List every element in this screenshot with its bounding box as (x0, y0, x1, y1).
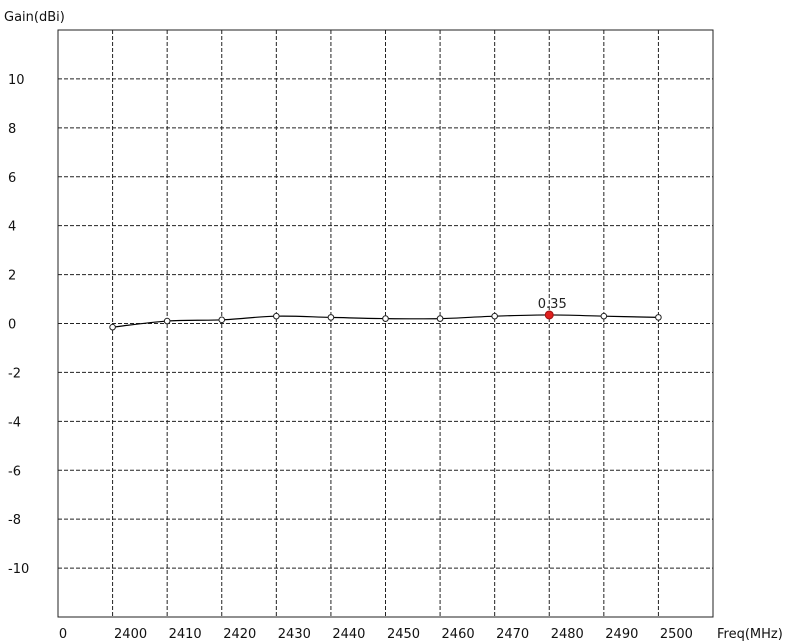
data-point (327, 314, 335, 321)
y-tick-label: -2 (8, 366, 21, 381)
x-tick-label: 2470 (496, 627, 529, 642)
highlight-value-label: 0.35 (538, 297, 567, 312)
x-tick-labels: 2400 2410 2420 2430 2440 2450 2460 2470 2480 2490… (114, 627, 693, 642)
x-tick-label: 2420 (223, 627, 256, 642)
x-tick-label: 2400 (114, 627, 147, 642)
y-tick-label: 0 (8, 318, 16, 333)
grid (58, 30, 713, 617)
y-axis-title: Gain(dBi) (4, 10, 65, 25)
y-tick-label: 2 (8, 269, 16, 284)
y-tick-label: 10 (8, 73, 25, 88)
x-tick-label: 2460 (442, 627, 475, 642)
series-gain: 0.35 (109, 297, 662, 331)
y-tick-label: 4 (8, 220, 16, 235)
data-point (382, 315, 389, 322)
data-point (436, 315, 444, 322)
y-tick-label: -6 (8, 464, 21, 479)
y-tick-labels: 10 8 6 4 2 0 -2 -4 -6 -8 -10 (8, 73, 29, 577)
data-point (273, 312, 280, 320)
x-axis-title: Freq(MHz) (717, 627, 783, 642)
data-point (600, 312, 608, 320)
x-tick-label: 2430 (278, 627, 311, 642)
y-tick-label: 8 (8, 122, 16, 137)
y-tick-label: -4 (8, 415, 21, 430)
x-tick-label: 2480 (551, 627, 584, 642)
data-point (491, 312, 498, 320)
y-tick-label: -10 (8, 562, 29, 577)
x-tick-label: 2490 (605, 627, 638, 642)
y-tick-label: 6 (8, 171, 16, 186)
data-point (163, 317, 171, 325)
data-point (655, 314, 662, 321)
x-tick-label: 2500 (660, 627, 693, 642)
x-tick-label: 2450 (387, 627, 420, 642)
y-tick-label: -8 (8, 513, 21, 528)
x-tick-label: 2440 (332, 627, 365, 642)
x-origin-label: 0 (59, 627, 67, 642)
data-point (109, 323, 116, 331)
data-point-highlight (544, 310, 554, 320)
x-tick-label: 2410 (169, 627, 202, 642)
data-point (218, 316, 226, 324)
